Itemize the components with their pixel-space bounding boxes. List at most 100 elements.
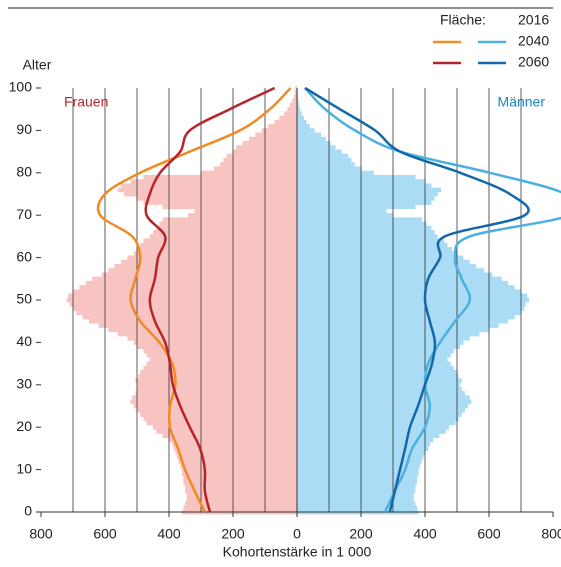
bar (223, 157, 297, 163)
right-label: Männer (498, 94, 546, 110)
bar (297, 399, 472, 405)
bar (149, 357, 297, 362)
bar (79, 285, 298, 290)
bar (297, 425, 449, 430)
bar (297, 204, 416, 210)
bar (135, 391, 297, 396)
bar (133, 251, 297, 256)
bar (297, 128, 315, 133)
bar (297, 344, 461, 350)
bar (261, 128, 297, 133)
y-tick-label: 100 (9, 79, 33, 95)
bar (297, 484, 416, 489)
bar (297, 310, 521, 316)
bar (297, 420, 456, 426)
bar (297, 297, 529, 303)
bar (69, 302, 297, 307)
bar (137, 386, 297, 392)
bar (297, 187, 441, 193)
x-tick-label: 600 (93, 526, 117, 542)
bar (297, 348, 454, 354)
bar (289, 102, 297, 108)
bar (201, 170, 297, 176)
bar (92, 276, 297, 282)
bar (156, 429, 297, 434)
bar (297, 242, 448, 248)
x-tick-label: 600 (477, 526, 501, 542)
bar (297, 263, 477, 269)
bar (133, 403, 297, 409)
bar (220, 162, 297, 167)
bar (297, 454, 424, 460)
bar (297, 471, 419, 477)
bar (162, 433, 297, 439)
bar (66, 297, 297, 303)
bar (297, 302, 526, 307)
bar (297, 213, 393, 218)
bar (297, 395, 470, 400)
bar (297, 492, 414, 498)
bar (135, 378, 297, 383)
bar (127, 255, 298, 261)
bar (114, 263, 297, 269)
bar (297, 429, 446, 434)
bar (183, 505, 297, 511)
bar (297, 446, 429, 451)
bar (156, 225, 297, 231)
y-tick-label: 50 (16, 291, 32, 307)
bar (185, 488, 297, 494)
bar (236, 145, 297, 150)
bar (297, 391, 465, 396)
bar (284, 111, 297, 116)
bar (242, 141, 297, 146)
bar (297, 331, 480, 337)
bar (297, 238, 445, 244)
x-tick-label: 800 (541, 526, 561, 542)
bar (297, 170, 374, 176)
bar (146, 361, 297, 367)
bar (159, 221, 297, 227)
bar (297, 459, 422, 464)
bar (297, 314, 515, 320)
bar (297, 157, 352, 163)
y-tick-label: 80 (16, 164, 32, 180)
bar (297, 475, 417, 481)
bar (297, 501, 416, 506)
bar (297, 191, 438, 197)
bar (117, 187, 297, 193)
bar (297, 463, 421, 468)
bar (294, 90, 297, 95)
y-tick-label: 70 (16, 206, 32, 222)
bar (297, 196, 435, 201)
bar (213, 166, 297, 171)
bar (297, 293, 528, 299)
x-tick-label: 800 (29, 526, 53, 542)
y-tick-label: 0 (24, 503, 32, 519)
line (304, 87, 561, 513)
bar (138, 374, 297, 379)
bar (180, 463, 297, 468)
bar (143, 348, 297, 354)
y-tick-label: 40 (16, 333, 32, 349)
bar (297, 357, 448, 362)
bar (297, 183, 432, 188)
bar (297, 433, 440, 439)
bar (297, 382, 461, 388)
bar (297, 319, 509, 324)
bar (297, 497, 414, 502)
bar (143, 416, 297, 422)
bar (297, 234, 438, 239)
bar (297, 306, 525, 311)
bar (181, 467, 297, 473)
bar (297, 403, 469, 409)
bar (297, 221, 427, 227)
bar (297, 361, 451, 367)
bar (76, 310, 297, 316)
bar (274, 119, 297, 125)
bar (85, 280, 297, 286)
bar (297, 132, 321, 138)
bar (121, 183, 297, 188)
bar (297, 230, 435, 235)
x-tick-label: 400 (413, 526, 437, 542)
bar (297, 217, 422, 222)
